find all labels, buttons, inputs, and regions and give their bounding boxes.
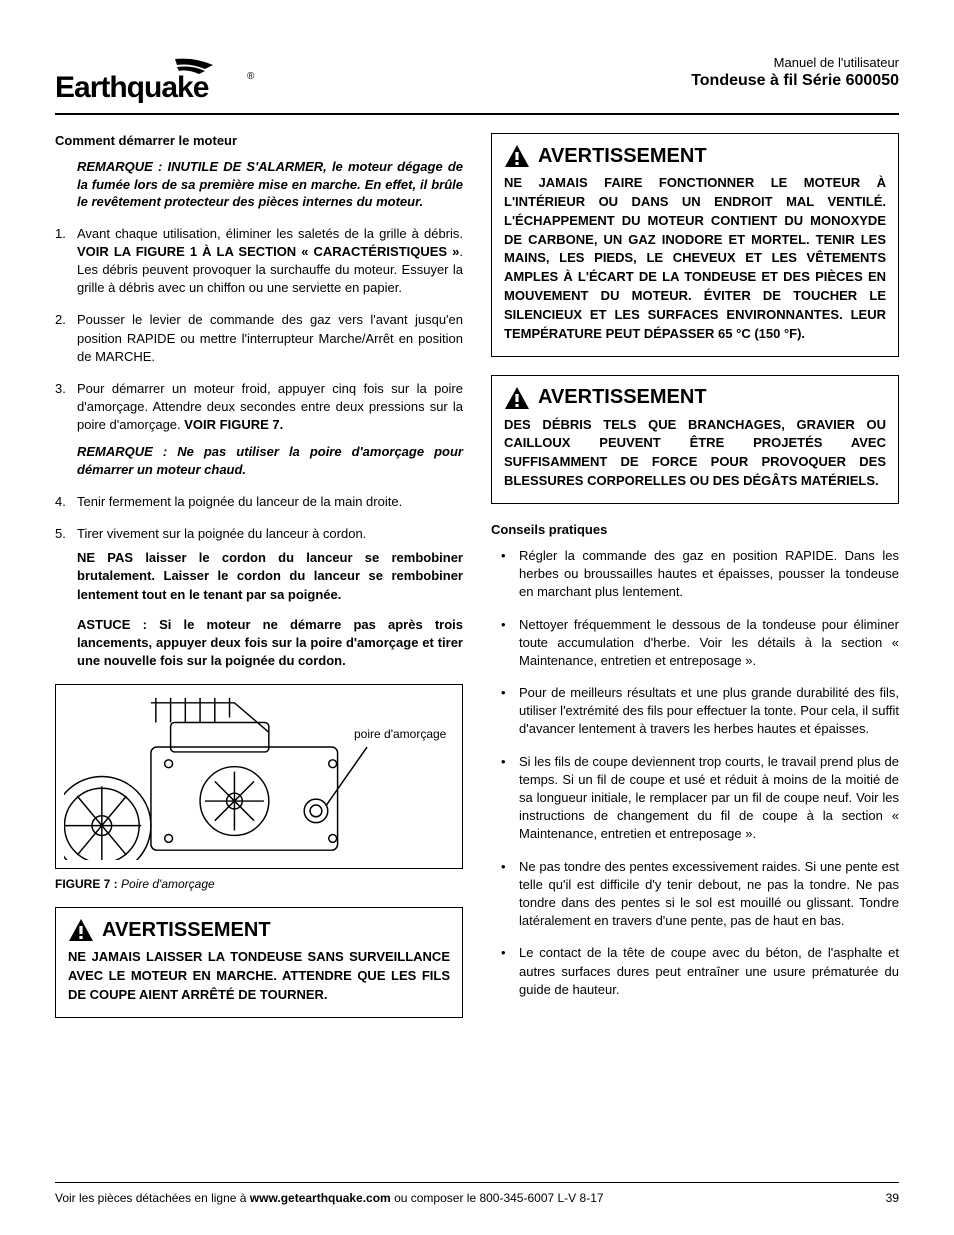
warning-head: AVERTISSEMENT <box>504 144 886 168</box>
left-column: Comment démarrer le moteur REMARQUE : IN… <box>55 133 463 1036</box>
step-3-bold: VOIR FIGURE 7. <box>184 417 283 432</box>
section-title-start-engine: Comment démarrer le moteur <box>55 133 463 148</box>
content-columns: Comment démarrer le moteur REMARQUE : IN… <box>55 133 899 1036</box>
page-header: Earthquake ® Manuel de l'utilisateur Ton… <box>55 55 899 115</box>
footer-text: Voir les pièces détachées en ligne à www… <box>55 1191 604 1205</box>
tip-item: Pour de meilleurs résultats et une plus … <box>491 684 899 739</box>
tips-title: Conseils pratiques <box>491 522 899 537</box>
tip-item: Ne pas tondre des pentes excessivement r… <box>491 858 899 931</box>
step-4-text: Tenir fermement la poignée du lanceur de… <box>77 494 402 509</box>
footer-pre: Voir les pièces détachées en ligne à <box>55 1191 250 1205</box>
footer-post: ou composer le 800-345-6007 L-V 8-17 <box>391 1191 604 1205</box>
page-number: 39 <box>886 1191 899 1205</box>
warning-head-label: AVERTISSEMENT <box>102 919 271 942</box>
step-3: Pour démarrer un moteur froid, appuyer c… <box>55 380 463 479</box>
figure-callout: poire d'amorçage <box>354 727 446 741</box>
warning-head: AVERTISSEMENT <box>504 386 886 410</box>
tip-item: Le contact de la tête de coupe avec du b… <box>491 944 899 999</box>
warning-text-unattended: NE JAMAIS LAISSER LA TONDEUSE SANS SURVE… <box>68 948 450 1005</box>
step-5: Tirer vivement sur la poignée du lanceur… <box>55 525 463 670</box>
warning-text-debris: DES DÉBRIS TELS QUE BRANCHAGES, GRAVIER … <box>504 416 886 491</box>
step-5-cont2: ASTUCE : Si le moteur ne démarre pas apr… <box>77 616 463 671</box>
manual-label: Manuel de l'utilisateur <box>691 55 899 70</box>
svg-text:®: ® <box>247 71 255 82</box>
footer-url: www.getearthquake.com <box>250 1191 391 1205</box>
tip-item: Nettoyer fréquemment le dessous de la to… <box>491 616 899 671</box>
right-column: AVERTISSEMENT NE JAMAIS FAIRE FONCTIONNE… <box>491 133 899 1036</box>
warning-triangle-icon <box>504 386 530 410</box>
page-footer: Voir les pièces détachées en ligne à www… <box>55 1182 899 1205</box>
warning-triangle-icon <box>68 918 94 942</box>
warning-triangle-icon <box>504 144 530 168</box>
warning-box-debris: AVERTISSEMENT DES DÉBRIS TELS QUE BRANCH… <box>491 375 899 504</box>
steps-list: Avant chaque utilisation, éliminer les s… <box>55 225 463 671</box>
warning-box-unattended: AVERTISSEMENT NE JAMAIS LAISSER LA TONDE… <box>55 907 463 1018</box>
header-right: Manuel de l'utilisateur Tondeuse à fil S… <box>691 55 899 90</box>
step-1: Avant chaque utilisation, éliminer les s… <box>55 225 463 298</box>
warning-text-exhaust: NE JAMAIS FAIRE FONCTIONNER LE MOTEUR À … <box>504 174 886 344</box>
earthquake-logo-icon: Earthquake ® <box>55 55 255 105</box>
warning-head-label: AVERTISSEMENT <box>538 386 707 409</box>
step-2-text: Pousser le levier de commande des gaz ve… <box>77 312 463 363</box>
warning-head-label: AVERTISSEMENT <box>538 145 707 168</box>
remark-intro: REMARQUE : INUTILE DE S'ALARMER, le mote… <box>77 158 463 211</box>
step-4: Tenir fermement la poignée du lanceur de… <box>55 493 463 511</box>
figure-7-caption: FIGURE 7 : Poire d'amorçage <box>55 877 463 891</box>
figure-number: FIGURE 7 : <box>55 877 121 891</box>
logo-text: Earthquake <box>55 71 209 104</box>
warning-box-exhaust: AVERTISSEMENT NE JAMAIS FAIRE FONCTIONNE… <box>491 133 899 357</box>
tip-item: Si les fils de coupe deviennent trop cou… <box>491 753 899 844</box>
tip-item: Régler la commande des gaz en position R… <box>491 547 899 602</box>
step-2: Pousser le levier de commande des gaz ve… <box>55 311 463 366</box>
step-5-cont1: NE PAS laisser le cordon du lanceur se r… <box>77 549 463 604</box>
brand-logo: Earthquake ® <box>55 55 255 105</box>
tips-list: Régler la commande des gaz en position R… <box>491 547 899 999</box>
step-1-bold: VOIR LA FIGURE 1 À LA SECTION « CARACTÉR… <box>77 244 459 259</box>
warning-head: AVERTISSEMENT <box>68 918 450 942</box>
step-3-remark: REMARQUE : Ne pas utiliser la poire d'am… <box>77 443 463 479</box>
figure-7-illustration-icon <box>64 693 454 860</box>
step-5-text: Tirer vivement sur la poignée du lanceur… <box>77 526 366 541</box>
product-title: Tondeuse à fil Série 600050 <box>691 72 899 90</box>
figure-7-box: poire d'amorçage <box>55 684 463 869</box>
figure-caption-text: Poire d'amorçage <box>121 877 215 891</box>
step-1-pre: Avant chaque utilisation, éliminer les s… <box>77 226 463 241</box>
